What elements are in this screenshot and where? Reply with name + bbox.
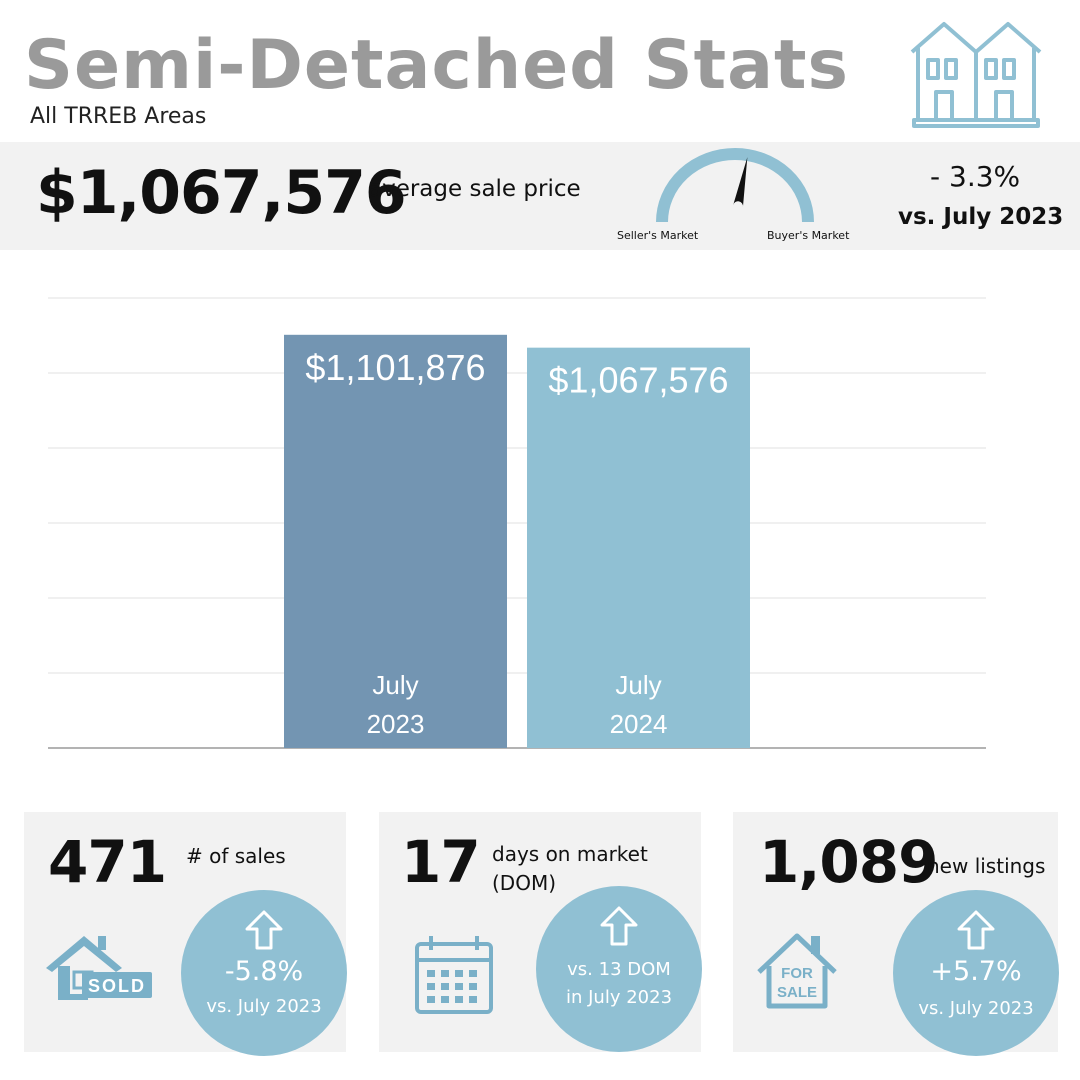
gauge-needle [733,157,748,208]
gauge-left-label: Seller's Market [617,229,699,242]
price-change-comparison: vs. July 2023 [898,204,1064,230]
listings-change-comparison: vs. July 2023 [918,998,1034,1019]
dom-label-line1: days on market [492,842,648,866]
average-sale-price: $1,067,576 [36,158,407,228]
sold-house-icon: SOLD [46,936,152,1000]
listings-change-circle: +5.7% vs. July 2023 [893,890,1059,1056]
category-label: July [372,670,418,700]
category-label: July [615,670,661,700]
category-label: 2024 [610,709,668,739]
sales-change-circle: -5.8% vs. July 2023 [181,890,347,1056]
price-summary-band [0,142,1080,250]
dom-comparison: vs. 13 DOM in July 2023 [536,956,702,1012]
sales-count: 471 [48,828,167,896]
category-label: 2023 [367,709,425,739]
sales-label: # of sales [186,844,286,868]
gauge-arc [656,148,814,223]
dom-count: 17 [401,828,481,896]
page-subtitle: All TRREB Areas [30,104,207,129]
for-sale-house-icon: FOR SALE [757,933,837,1009]
sold-icon-text: SOLD [88,976,146,996]
bar-value-label: $1,067,576 [548,360,728,401]
listings-card: 1,089 new listings FOR SALE +5.7% vs. Ju… [733,812,1059,1056]
up-arrow-icon [957,910,995,950]
dom-comparison-line2: in July 2023 [565,987,673,1008]
sales-change-comparison: vs. July 2023 [206,996,322,1017]
calendar-icon [415,936,493,1014]
price-change-percent: - 3.3% [930,160,1021,193]
for-sale-text-line2: SALE [777,984,817,1001]
market-gauge [656,148,814,223]
bar [284,334,507,748]
bar [527,347,750,748]
gauge-right-label: Buyer's Market [767,229,850,242]
listings-count: 1,089 [759,828,938,896]
up-arrow-icon [600,906,638,946]
dom-label-line2: (DOM) [492,871,557,895]
bar-value-label: $1,101,876 [305,347,485,388]
page-title: Semi-Detached Stats [24,26,849,105]
listings-change-percent: +5.7% [930,956,1022,987]
listings-label: new listings [927,854,1046,878]
average-sale-price-label: average sale price [368,176,581,202]
for-sale-text-line1: FOR [781,965,813,982]
dom-change-circle: vs. 13 DOM in July 2023 [536,886,702,1052]
dom-comparison-line1: vs. 13 DOM [567,959,671,980]
price-comparison-chart: $1,101,876 July 2023 $1,067,576 July 2024 [48,297,986,749]
dom-card: 17 days on market (DOM) vs. 13 DOM in Ju… [379,812,702,1052]
sales-card: 471 # of sales SOLD -5.8% vs. July 2023 [24,812,347,1056]
sales-change-percent: -5.8% [224,956,304,987]
semi-detached-house-icon [910,22,1042,128]
up-arrow-icon [245,910,283,950]
